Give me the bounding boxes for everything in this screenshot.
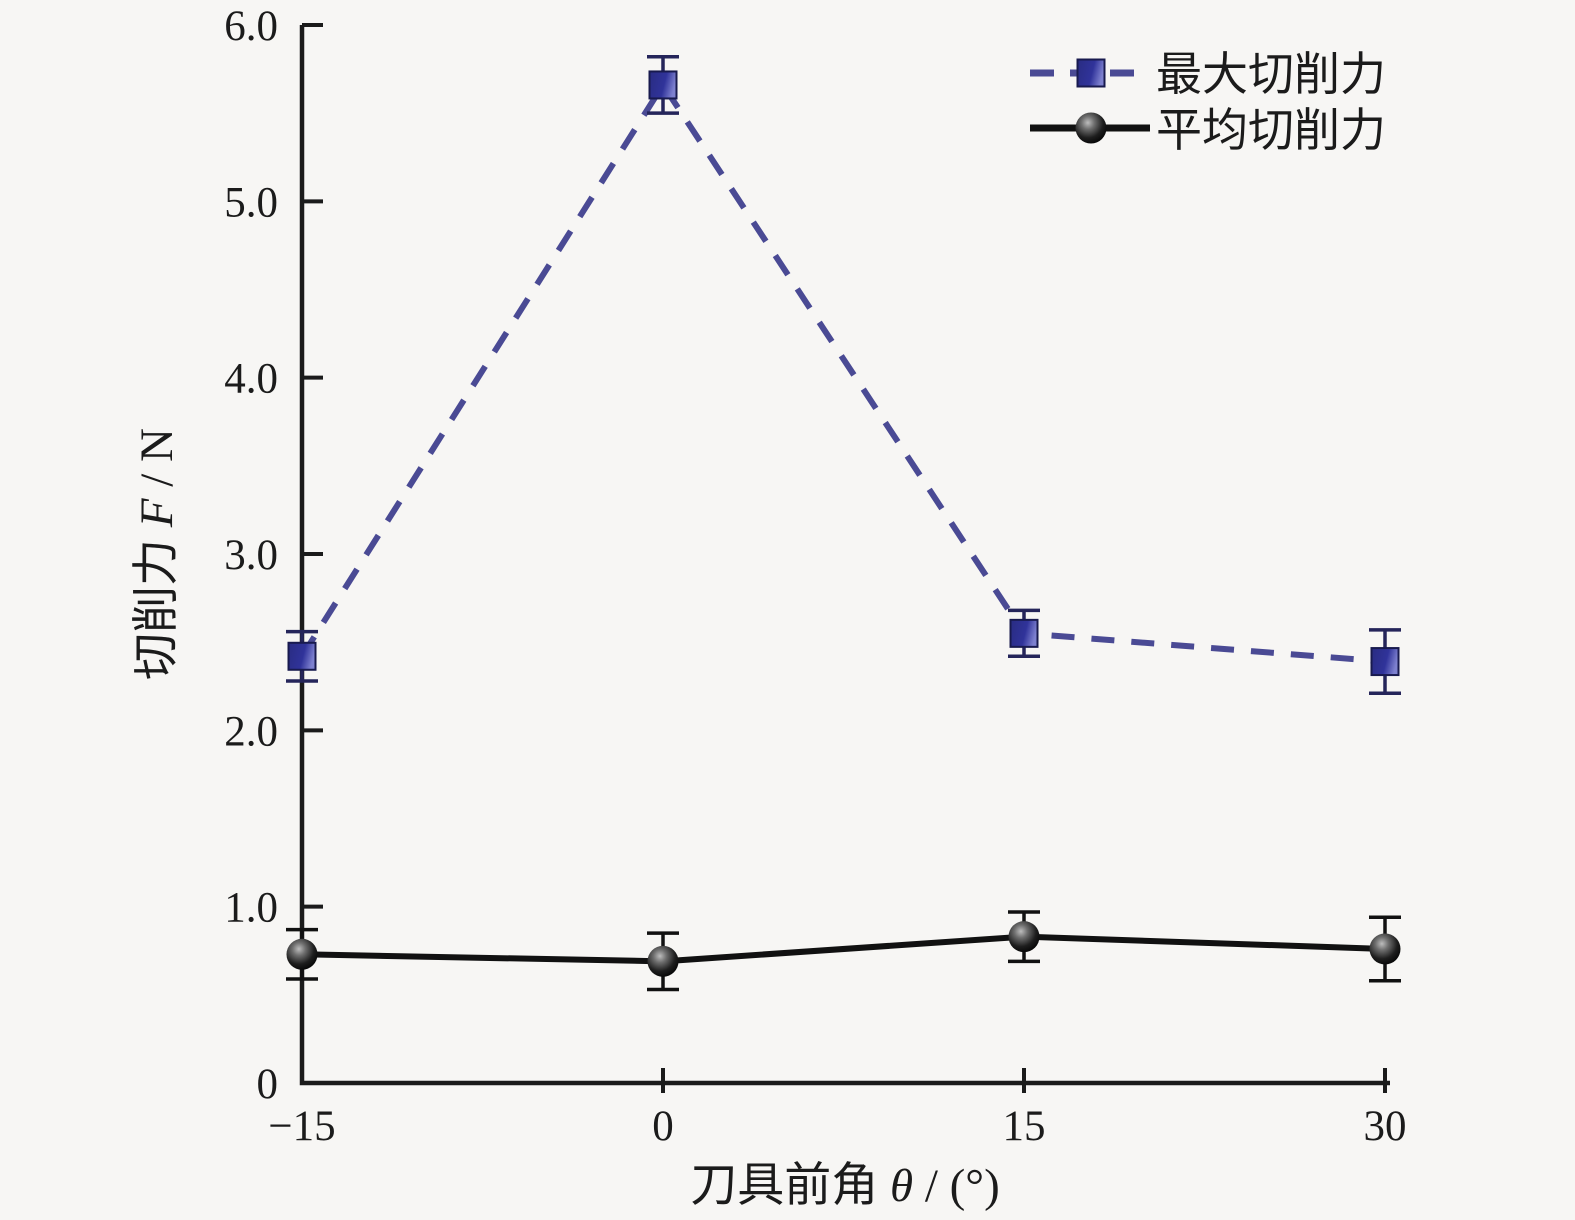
data-point-marker [286, 938, 318, 970]
data-point-marker [1370, 647, 1400, 677]
series-line [299, 79, 1386, 665]
data-point-marker [1008, 921, 1040, 953]
axes [299, 23, 1390, 1093]
data-point-marker [648, 70, 678, 100]
y-axis-tick-labels: 0 1.0 2.0 3.0 4.0 5.0 6.0 [224, 3, 278, 1108]
legend-label-avg-cutting-force: 平均切削力 [1156, 105, 1386, 156]
series-avg-cutting-force [286, 910, 1401, 992]
y-axis-tick-label: 5.0 [224, 179, 278, 226]
y-axis-tick-label: 6.0 [224, 3, 278, 50]
y-axis-tick-label: 2.0 [224, 708, 278, 755]
legend: 最大切削力 平均切削力 [1030, 49, 1386, 156]
legend-label-max-cutting-force: 最大切削力 [1156, 49, 1386, 100]
series-max-cutting-force [286, 54, 1401, 696]
data-point-marker [287, 641, 317, 671]
y-axis-tick-label: 4.0 [224, 356, 278, 403]
axis-spines [299, 25, 1390, 1086]
x-axis-tick-label: 15 [1003, 1103, 1046, 1150]
x-axis-title: 刀具前角 θ / (°) [690, 1160, 1000, 1212]
data-series-group [286, 54, 1401, 992]
y-axis-tick-label: 0 [257, 1061, 279, 1108]
x-axis-tick-label: −15 [268, 1103, 335, 1150]
x-axis-tick-label: 0 [652, 1103, 674, 1150]
legend-marker-sample [1076, 58, 1106, 88]
data-point-marker [1369, 933, 1401, 965]
data-point-marker [647, 945, 679, 977]
x-axis-tick-labels: −15 0 15 30 [268, 1103, 1406, 1150]
legend-marker-sample [1075, 112, 1107, 144]
data-point-marker [1009, 618, 1039, 648]
y-axis-title: 切削力 F / N [131, 428, 183, 680]
x-axis-tick-label: 30 [1364, 1103, 1407, 1150]
legend-marker-samples [1030, 58, 1150, 144]
y-axis-tick-label: 1.0 [224, 885, 278, 932]
y-axis-tick-label: 3.0 [224, 532, 278, 579]
series-line [301, 933, 1386, 965]
